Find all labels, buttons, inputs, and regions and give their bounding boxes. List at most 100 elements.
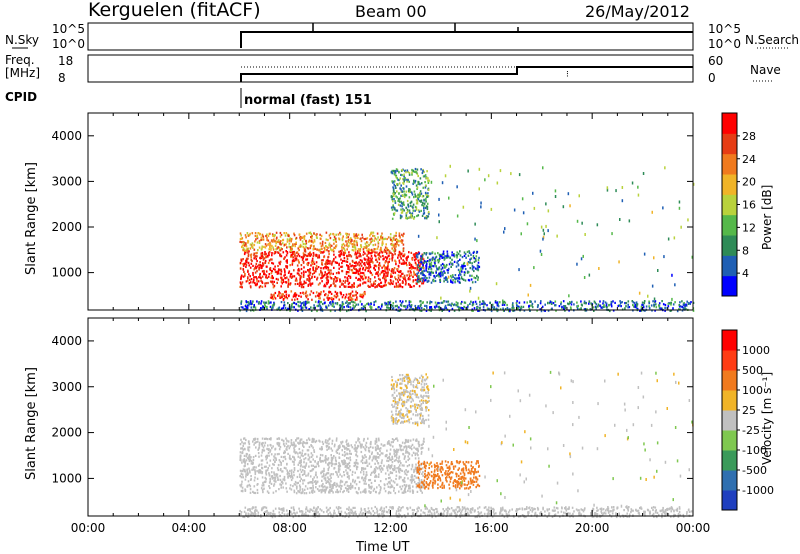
range-gate-cell bbox=[413, 378, 416, 381]
range-gate-cell bbox=[408, 457, 411, 460]
range-gate-cell bbox=[361, 236, 364, 239]
range-gate-cell bbox=[241, 281, 244, 284]
range-gate-cell bbox=[279, 253, 282, 256]
range-gate-cell bbox=[411, 215, 413, 218]
range-gate-cell bbox=[362, 278, 364, 281]
range-gate-cell bbox=[384, 270, 386, 273]
range-gate-cell bbox=[419, 376, 421, 379]
range-gate-cell bbox=[393, 183, 395, 186]
range-gate-cell bbox=[256, 477, 259, 480]
range-gate-cell bbox=[641, 303, 643, 306]
range-gate-cell bbox=[628, 219, 631, 223]
range-gate-cell bbox=[300, 477, 302, 480]
range-gate-cell bbox=[413, 478, 415, 481]
range-gate-cell bbox=[426, 406, 428, 409]
range-gate-cell bbox=[399, 255, 402, 258]
range-gate-cell bbox=[272, 297, 274, 300]
range-gate-cell bbox=[356, 292, 359, 295]
range-gate-cell bbox=[619, 301, 622, 305]
range-gate-cell bbox=[269, 480, 271, 483]
range-gate-cell bbox=[407, 255, 409, 258]
range-gate-cell bbox=[336, 291, 339, 295]
range-gate-cell bbox=[346, 257, 349, 261]
range-gate-cell bbox=[333, 242, 335, 245]
range-gate-cell bbox=[489, 301, 491, 304]
range-gate-cell bbox=[298, 233, 301, 236]
range-gate-cell bbox=[410, 251, 413, 254]
range-gate-cell bbox=[267, 242, 270, 245]
range-gate-cell bbox=[421, 467, 424, 470]
range-gate-cell bbox=[415, 202, 418, 205]
range-gate-cell bbox=[338, 468, 341, 471]
range-gate-cell bbox=[273, 473, 276, 476]
range-gate-cell bbox=[330, 464, 333, 467]
range-gate-cell bbox=[296, 254, 298, 258]
range-gate-cell bbox=[416, 195, 418, 198]
range-gate-cell bbox=[287, 280, 290, 283]
range-gate-cell bbox=[384, 284, 386, 287]
range-gate-cell bbox=[417, 198, 420, 201]
range-gate-cell bbox=[272, 276, 274, 280]
range-gate-cell bbox=[377, 253, 379, 256]
range-gate-cell bbox=[540, 253, 543, 256]
range-gate-cell bbox=[287, 444, 289, 447]
range-gate-cell bbox=[334, 443, 336, 446]
range-gate-cell bbox=[424, 186, 427, 189]
range-gate-cell bbox=[550, 308, 553, 311]
range-gate-cell bbox=[272, 267, 275, 270]
range-gate-cell bbox=[283, 274, 285, 277]
range-gate-cell bbox=[271, 295, 273, 299]
range-gate-cell bbox=[389, 283, 392, 286]
range-gate-cell bbox=[661, 307, 664, 310]
range-gate-cell bbox=[363, 281, 365, 284]
range-gate-cell bbox=[411, 168, 413, 172]
range-gate-cell bbox=[417, 193, 419, 196]
range-gate-cell bbox=[390, 306, 392, 309]
range-gate-cell bbox=[438, 213, 440, 217]
range-gate-cell bbox=[356, 468, 358, 471]
range-gate-cell bbox=[335, 439, 338, 442]
range-gate-cell bbox=[273, 293, 275, 296]
range-gate-cell bbox=[252, 456, 255, 459]
range-gate-cell bbox=[364, 281, 367, 284]
range-gate-cell bbox=[268, 437, 271, 441]
range-gate-cell bbox=[275, 277, 278, 281]
range-gate-cell bbox=[399, 468, 402, 471]
range-gate-cell bbox=[389, 236, 392, 239]
range-gate-cell bbox=[411, 454, 413, 457]
range-gate-cell bbox=[411, 490, 414, 493]
range-gate-cell bbox=[320, 471, 322, 474]
range-gate-cell bbox=[391, 195, 393, 198]
range-gate-cell bbox=[343, 254, 345, 257]
range-gate-cell bbox=[241, 461, 243, 464]
range-gate-cell bbox=[686, 300, 688, 303]
range-gate-cell bbox=[275, 473, 278, 476]
range-gate-cell bbox=[312, 241, 315, 244]
range-gate-cell bbox=[369, 257, 371, 260]
range-gate-cell bbox=[310, 284, 312, 287]
range-gate-cell bbox=[640, 309, 643, 312]
range-gate-cell bbox=[429, 273, 432, 276]
range-gate-cell bbox=[411, 474, 413, 477]
range-gate-cell bbox=[267, 234, 270, 238]
range-gate-cell bbox=[338, 250, 340, 253]
range-gate-cell bbox=[273, 252, 276, 255]
range-gate-cell bbox=[369, 280, 372, 283]
range-gate-cell bbox=[396, 422, 398, 425]
range-gate-cell bbox=[658, 307, 661, 310]
range-gate-cell bbox=[366, 262, 369, 265]
range-gate-cell bbox=[361, 271, 364, 275]
range-gate-cell bbox=[490, 309, 493, 313]
range-gate-cell bbox=[292, 295, 295, 298]
range-gate-cell bbox=[373, 471, 376, 475]
range-gate-cell bbox=[350, 486, 353, 489]
range-gate-cell bbox=[340, 293, 342, 296]
range-gate-cell bbox=[410, 417, 412, 420]
range-gate-cell bbox=[244, 308, 247, 311]
range-gate-cell bbox=[313, 450, 316, 453]
range-gate-cell bbox=[320, 259, 323, 262]
range-gate-cell bbox=[302, 255, 304, 258]
range-gate-cell bbox=[417, 263, 419, 267]
range-gate-cell bbox=[444, 304, 447, 307]
range-gate-cell bbox=[422, 396, 424, 399]
